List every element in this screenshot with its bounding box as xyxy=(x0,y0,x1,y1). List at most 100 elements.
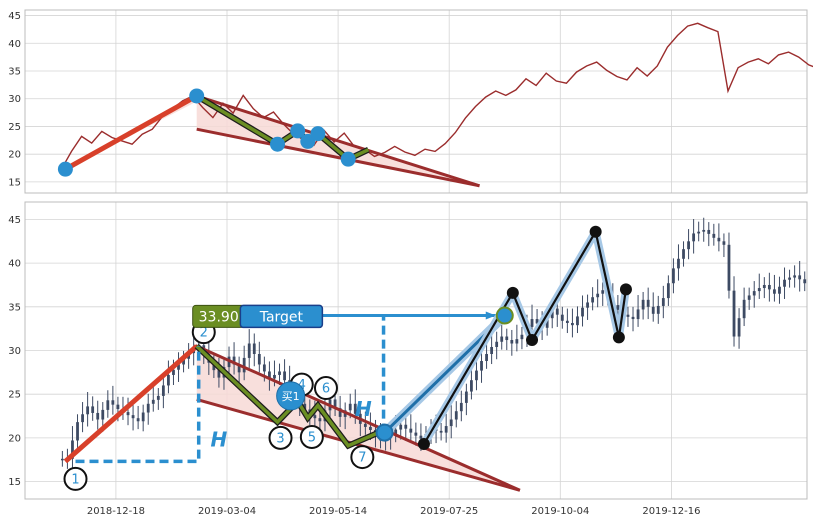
candle-body xyxy=(333,399,337,409)
candle-body xyxy=(268,371,271,379)
candle-body xyxy=(126,412,130,416)
candle-body xyxy=(283,371,286,381)
candle-body xyxy=(262,364,266,372)
candle-body xyxy=(702,229,706,232)
x-tick-label: 2019-07-25 xyxy=(420,506,478,517)
buy-marker xyxy=(276,381,306,411)
candle-body xyxy=(464,391,468,403)
top-panel-y-tick-label: 35 xyxy=(8,67,21,78)
candle-body xyxy=(81,414,84,423)
candle-body xyxy=(363,423,367,427)
candle-body xyxy=(409,428,413,433)
candle-body xyxy=(394,429,398,435)
candle-body xyxy=(778,286,781,294)
candle-body xyxy=(313,415,317,419)
candle-body xyxy=(247,343,251,358)
price-path-marker xyxy=(506,286,519,299)
candle-body xyxy=(783,279,786,287)
candle-body xyxy=(419,435,423,439)
candle-body xyxy=(414,432,418,436)
top-price-line xyxy=(60,22,813,170)
x-tick-label: 2018-12-18 xyxy=(87,506,145,517)
price-path-marker xyxy=(612,331,625,344)
candle-body xyxy=(571,322,574,326)
x-tick-label: 2019-10-04 xyxy=(531,506,589,517)
candlestick-group xyxy=(60,217,807,472)
price-path-marker xyxy=(417,437,430,450)
candle-body xyxy=(555,308,559,315)
candle-body xyxy=(369,426,372,430)
top-panel-y-tick-label: 40 xyxy=(8,39,21,50)
candle-body xyxy=(156,395,160,400)
candle-body xyxy=(146,403,150,413)
candle-body xyxy=(96,412,100,420)
candle-body xyxy=(399,424,403,430)
candle-body xyxy=(459,402,463,412)
candle-body xyxy=(505,336,509,341)
candle-body xyxy=(530,319,534,327)
candle-body xyxy=(586,302,589,308)
candle-body xyxy=(151,399,155,404)
pivot-label-text: 7 xyxy=(358,451,366,466)
candle-body xyxy=(752,291,756,296)
candle-body xyxy=(641,299,645,310)
candle-body xyxy=(444,426,448,433)
bottom-panel-y-tick-label: 45 xyxy=(8,215,21,226)
pivot-label-circle xyxy=(63,466,88,491)
target-marker xyxy=(495,306,514,325)
candle-body xyxy=(581,307,584,317)
candle-body xyxy=(242,357,246,373)
candle-body xyxy=(682,249,685,259)
candle-body xyxy=(470,380,473,392)
top-panel-frame xyxy=(24,9,808,194)
candle-body xyxy=(111,400,115,405)
pivot-label-text: 3 xyxy=(276,431,284,446)
candle-body xyxy=(348,403,352,411)
bottom-panel-y-tick-label: 40 xyxy=(8,259,21,270)
candle-body xyxy=(793,275,797,278)
candle-body xyxy=(217,370,221,378)
bottom-panel-frame xyxy=(24,201,808,500)
bottom-rise-leg xyxy=(63,344,199,464)
price-path-marker xyxy=(526,334,539,347)
candle-body xyxy=(707,229,711,234)
candle-body xyxy=(616,305,620,310)
price-path-marker xyxy=(619,283,632,296)
candle-body xyxy=(712,233,716,238)
candle-body xyxy=(631,316,635,320)
candle-body xyxy=(177,364,180,370)
pivot-label-circle xyxy=(313,376,338,401)
bottom-lower-trendline xyxy=(196,397,521,492)
candle-body xyxy=(666,283,670,299)
candle-body xyxy=(535,319,539,324)
candle-body xyxy=(116,404,120,410)
candle-body xyxy=(677,258,680,269)
candle-body xyxy=(490,347,494,354)
pivot-label-circle xyxy=(299,424,324,449)
top-panel-y-tick-label: 20 xyxy=(8,150,21,161)
candle-body xyxy=(636,309,640,320)
candle-body xyxy=(651,306,655,314)
candle-body xyxy=(141,412,145,422)
candle-body xyxy=(303,403,307,410)
candle-body xyxy=(510,340,514,344)
top-panel-background xyxy=(25,10,807,193)
candle-body xyxy=(515,339,519,344)
candle-body xyxy=(520,334,524,340)
price-label-text: 33.90 xyxy=(199,309,239,325)
top-panel-y-tick-label: 25 xyxy=(8,122,21,133)
candle-body xyxy=(318,418,322,422)
candle-body xyxy=(232,356,236,365)
top-lower-trendline xyxy=(196,127,480,188)
candle-body xyxy=(656,305,660,314)
candle-body xyxy=(454,411,458,420)
top-rise-leg xyxy=(64,93,198,172)
candle-body xyxy=(273,374,276,379)
candle-body xyxy=(545,318,549,328)
candle-body xyxy=(697,231,701,234)
x-tick-label: 2019-03-04 xyxy=(198,506,256,517)
candle-body xyxy=(76,422,79,441)
candle-body xyxy=(767,284,771,290)
